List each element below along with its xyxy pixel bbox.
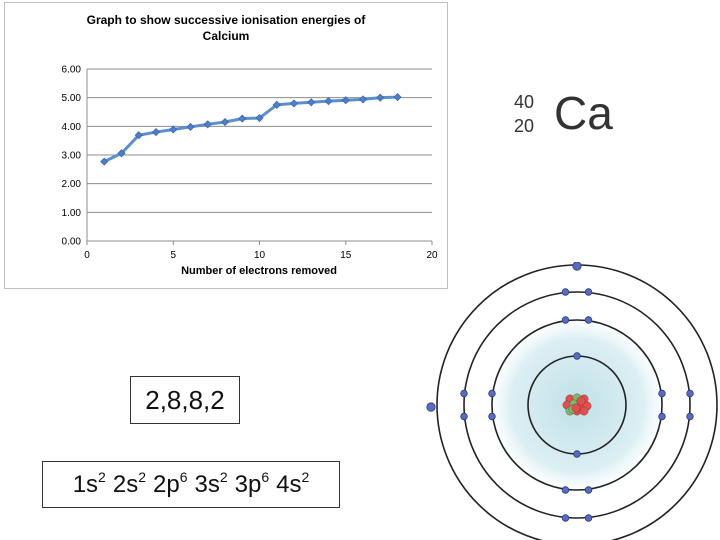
- orbital-term: 2p6: [153, 469, 188, 498]
- electron: [584, 288, 593, 296]
- chart-title-line-1: Graph to show successive ionisation ener…: [87, 13, 367, 27]
- y-tick-label: 5.00: [62, 93, 82, 104]
- electron: [460, 412, 468, 421]
- electron: [686, 389, 694, 398]
- series-layer: [100, 93, 402, 166]
- data-point: [238, 114, 247, 123]
- electron: [573, 450, 581, 458]
- ionisation-energy-chart: Graph to show successive ionisation ener…: [4, 2, 448, 289]
- electron-shell: [491, 319, 663, 491]
- orbital-term: 4s2: [276, 469, 310, 498]
- electron: [488, 389, 496, 398]
- orbital-label: 2s: [112, 471, 139, 498]
- data-point: [203, 120, 212, 129]
- electron: [561, 288, 570, 296]
- proton: [579, 406, 589, 416]
- mass-number: 40: [514, 92, 535, 112]
- orbital-label: 2p: [153, 471, 180, 498]
- data-point: [393, 93, 402, 102]
- data-point: [307, 98, 316, 107]
- electrons: [426, 262, 694, 522]
- shell-configuration-text: 2,8,8,2: [145, 385, 225, 415]
- shell-configuration-box: 2,8,8,2: [130, 376, 240, 424]
- y-tick-label: 3.00: [62, 151, 82, 162]
- data-point: [186, 122, 195, 131]
- orbital-electron-count: 6: [179, 469, 188, 485]
- orbital-term: 3s2: [194, 469, 228, 498]
- data-point: [289, 99, 299, 108]
- data-point: [272, 100, 281, 109]
- data-point: [220, 117, 230, 127]
- y-tick-label: 2.00: [62, 179, 82, 190]
- orbital-label: 1s: [72, 471, 99, 498]
- orbital-electron-count: 6: [261, 469, 270, 485]
- x-axis-label: Number of electrons removed: [181, 265, 337, 277]
- data-point: [255, 113, 264, 123]
- nucleus: [562, 393, 592, 416]
- x-tick-label: 0: [84, 250, 90, 261]
- y-tick-label: 4.00: [62, 122, 82, 133]
- orbital-term: 1s2: [72, 469, 106, 498]
- orbital-electron-count: 2: [301, 469, 310, 485]
- data-point: [358, 95, 368, 104]
- data-point: [134, 131, 143, 140]
- data-point: [169, 125, 178, 134]
- electron-shell: [463, 291, 691, 519]
- electron: [572, 262, 582, 271]
- data-point: [117, 149, 126, 158]
- orbital-label: 3s: [194, 471, 220, 498]
- electron: [584, 316, 593, 324]
- orbital-label: 3p: [234, 471, 262, 498]
- electron: [460, 389, 468, 398]
- chart-gridlines: [86, 68, 433, 245]
- orbital-electron-count: 2: [138, 469, 146, 485]
- orbital-electron-count: 2: [219, 469, 228, 485]
- atomic-number: 20: [514, 116, 535, 136]
- y-tick-label: 0.00: [62, 237, 82, 248]
- electron: [658, 412, 666, 421]
- x-tick-label: 10: [254, 250, 266, 261]
- data-point: [324, 97, 333, 106]
- data-point: [376, 93, 385, 102]
- x-tick-label: 20: [426, 250, 438, 261]
- electron: [658, 389, 666, 398]
- electron: [561, 486, 570, 494]
- atom-shell-diagram: [426, 262, 718, 540]
- x-tick-label: 5: [170, 250, 176, 261]
- electron: [561, 316, 570, 324]
- element-symbol: 40 20 Ca: [514, 90, 624, 150]
- proton: [576, 396, 586, 406]
- series-line: [103, 95, 398, 163]
- element-symbol-text: Ca: [554, 87, 613, 139]
- x-tick-labels: 0 5 10 15 20: [84, 250, 438, 261]
- data-point: [151, 128, 161, 137]
- electron: [573, 352, 581, 360]
- electron: [584, 486, 593, 494]
- x-tick-label: 15: [340, 250, 352, 261]
- y-tick-label: 1.00: [62, 208, 82, 219]
- electron: [686, 412, 694, 421]
- electron: [561, 514, 570, 522]
- data-point: [341, 96, 350, 105]
- chart-title-line-2: Calcium: [203, 29, 250, 43]
- electron: [426, 402, 436, 412]
- chart-svg: Graph to show successive ionisation ener…: [62, 13, 438, 277]
- orbital-electron-count: 2: [98, 469, 106, 485]
- orbital-label: 4s: [276, 471, 302, 498]
- data-point: [100, 157, 109, 166]
- y-tick-label: 6.00: [62, 65, 82, 76]
- electron-configuration-box: 1s2 2s2 2p6 3s2 3p6 4s2: [42, 461, 340, 508]
- proton: [571, 403, 581, 413]
- electron: [488, 412, 496, 421]
- orbital-term: 2s2: [112, 469, 146, 498]
- orbital-term: 3p6: [234, 469, 270, 498]
- y-tick-labels: 0.00 1.00 2.00 3.00 4.00 5.00 6.00: [62, 65, 82, 248]
- electron: [584, 514, 593, 522]
